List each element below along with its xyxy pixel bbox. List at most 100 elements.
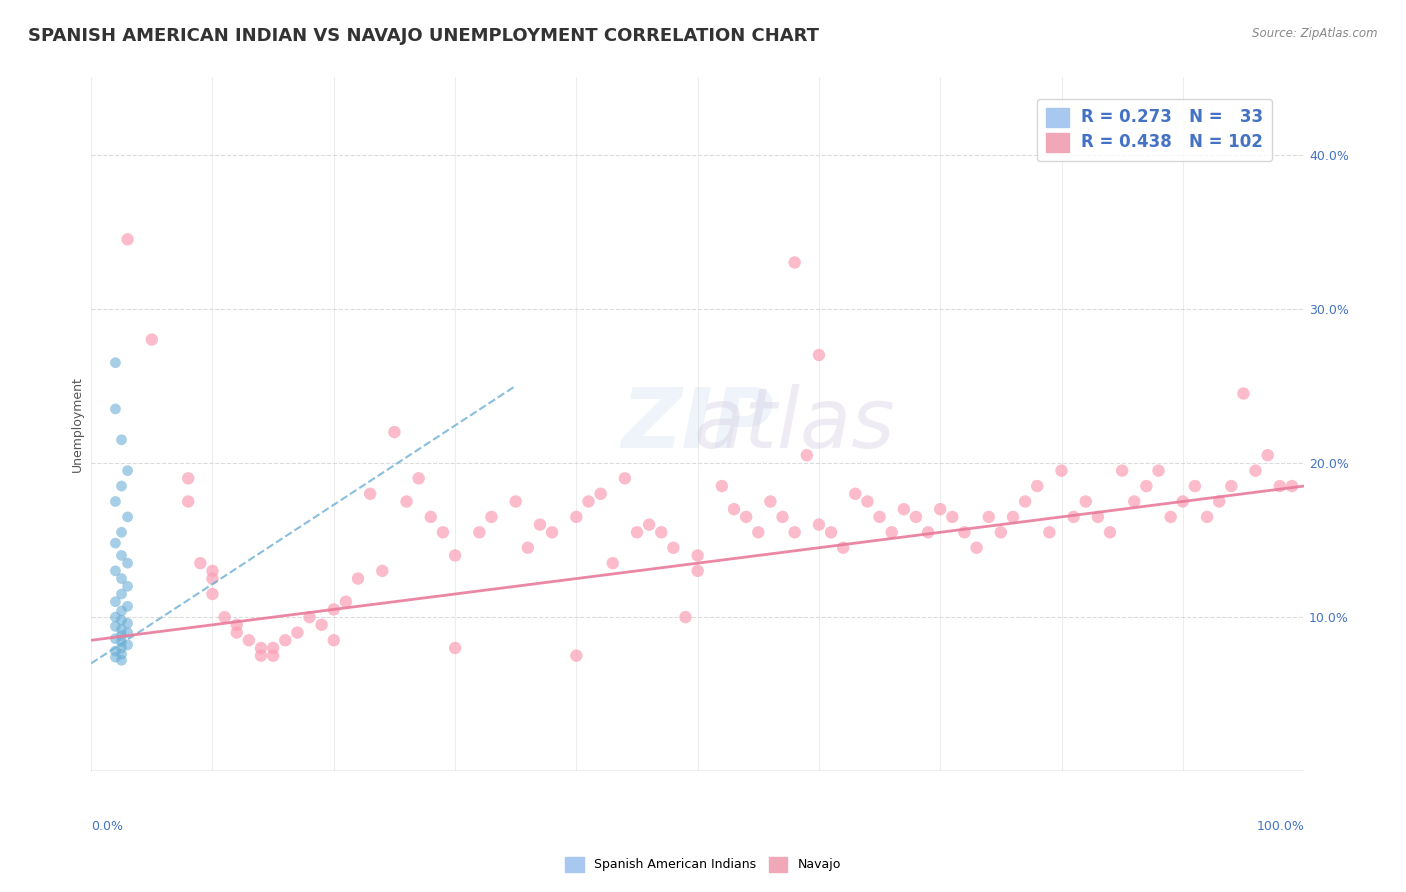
Point <box>832 541 855 555</box>
Point <box>662 541 685 555</box>
Point <box>675 610 697 624</box>
Point <box>1135 479 1157 493</box>
Point <box>1123 494 1146 508</box>
Point <box>1098 525 1121 540</box>
Text: 100.0%: 100.0% <box>1256 820 1305 833</box>
Point <box>686 549 709 563</box>
Point <box>117 579 139 593</box>
Point <box>1026 479 1049 493</box>
Point <box>110 647 132 661</box>
Point <box>117 556 139 570</box>
Point <box>589 487 612 501</box>
Legend: Spanish American Indians, Navajo: Spanish American Indians, Navajo <box>560 852 846 877</box>
Point <box>110 525 132 540</box>
Point <box>262 640 284 655</box>
Point <box>335 595 357 609</box>
Point <box>1087 509 1109 524</box>
Point <box>1220 479 1243 493</box>
Point <box>110 613 132 627</box>
Point <box>1268 479 1291 493</box>
Text: atlas: atlas <box>693 384 896 465</box>
Point <box>110 572 132 586</box>
Point <box>104 610 127 624</box>
Point <box>110 549 132 563</box>
Text: ZIP: ZIP <box>621 384 773 465</box>
Point <box>104 619 127 633</box>
Point <box>1184 479 1206 493</box>
Point <box>201 572 224 586</box>
Point <box>311 617 333 632</box>
Point <box>820 525 842 540</box>
Point <box>110 635 132 649</box>
Text: Source: ZipAtlas.com: Source: ZipAtlas.com <box>1253 27 1378 40</box>
Point <box>565 509 588 524</box>
Point <box>893 502 915 516</box>
Point <box>869 509 891 524</box>
Point <box>177 494 200 508</box>
Point <box>747 525 769 540</box>
Point <box>444 549 467 563</box>
Point <box>110 433 132 447</box>
Point <box>565 648 588 663</box>
Point <box>1038 525 1060 540</box>
Point <box>117 638 139 652</box>
Text: SPANISH AMERICAN INDIAN VS NAVAJO UNEMPLOYMENT CORRELATION CHART: SPANISH AMERICAN INDIAN VS NAVAJO UNEMPL… <box>28 27 820 45</box>
Point <box>110 587 132 601</box>
Point <box>529 517 551 532</box>
Point <box>844 487 866 501</box>
Point <box>880 525 903 540</box>
Point <box>322 633 344 648</box>
Point <box>650 525 672 540</box>
Point <box>977 509 1000 524</box>
Point <box>516 541 538 555</box>
Point <box>322 602 344 616</box>
Point <box>1014 494 1036 508</box>
Point <box>929 502 952 516</box>
Point <box>444 640 467 655</box>
Point <box>1160 509 1182 524</box>
Text: 0.0%: 0.0% <box>91 820 124 833</box>
Point <box>735 509 758 524</box>
Point <box>772 509 794 524</box>
Point <box>110 653 132 667</box>
Point <box>262 648 284 663</box>
Point <box>117 464 139 478</box>
Point <box>384 425 406 439</box>
Point <box>1001 509 1024 524</box>
Point <box>225 617 247 632</box>
Point <box>432 525 454 540</box>
Legend: R = 0.273   N =   33, R = 0.438   N = 102: R = 0.273 N = 33, R = 0.438 N = 102 <box>1036 99 1272 161</box>
Point <box>783 255 806 269</box>
Point <box>298 610 321 624</box>
Point <box>1147 464 1170 478</box>
Point <box>110 479 132 493</box>
Point <box>274 633 297 648</box>
Point <box>481 509 503 524</box>
Point <box>117 625 139 640</box>
Point <box>626 525 648 540</box>
Point <box>371 564 394 578</box>
Point <box>1111 464 1133 478</box>
Point <box>347 572 370 586</box>
Point <box>613 471 636 485</box>
Point <box>807 348 830 362</box>
Point <box>287 625 309 640</box>
Point <box>468 525 491 540</box>
Point <box>904 509 927 524</box>
Point <box>117 616 139 631</box>
Point <box>214 610 236 624</box>
Point <box>117 599 139 614</box>
Point <box>104 644 127 658</box>
Point <box>225 625 247 640</box>
Point <box>395 494 418 508</box>
Point <box>1171 494 1194 508</box>
Point <box>723 502 745 516</box>
Point <box>1063 509 1085 524</box>
Point <box>1244 464 1267 478</box>
Point <box>796 448 818 462</box>
Point <box>104 356 127 370</box>
Point <box>856 494 879 508</box>
Point <box>807 517 830 532</box>
Point <box>541 525 564 540</box>
Point <box>686 564 709 578</box>
